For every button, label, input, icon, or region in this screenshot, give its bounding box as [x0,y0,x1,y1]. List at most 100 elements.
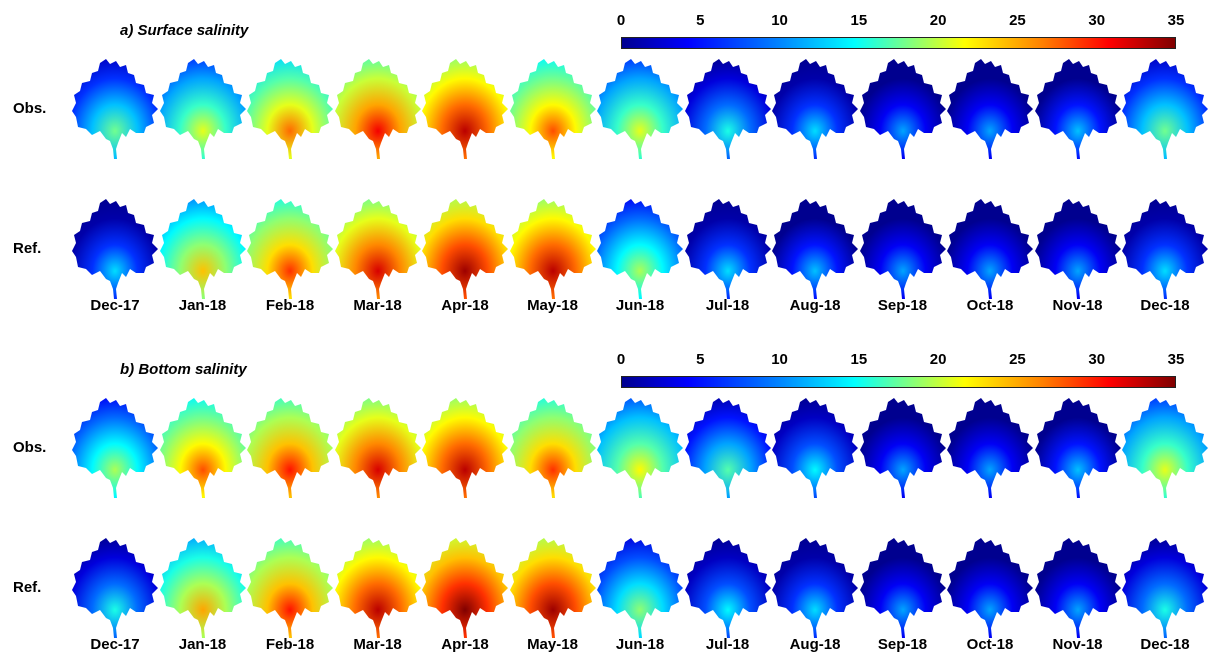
colorbar-tick-label: 5 [696,12,705,29]
row-label-obs: Obs. [13,100,47,117]
salinity-map-surface-ref-jun-18 [597,199,683,299]
panel-title-surface: a) Surface salinity [120,22,249,39]
colorbar-tick-label: 20 [929,351,947,368]
month-label: Dec-17 [90,636,140,653]
salinity-map-surface-ref-apr-18 [422,199,508,299]
salinity-map-bottom-obs-jan-18 [159,398,246,498]
salinity-map-bottom-ref-mar-18 [334,538,421,638]
month-label: Apr-18 [441,297,489,314]
salinity-map-bottom-ref-jan-18 [159,538,246,638]
month-label: Mar-18 [353,636,402,653]
month-label: Jun-18 [615,636,665,653]
month-label: Oct-18 [966,297,1014,314]
colorbar-tick-label: 25 [1009,12,1026,29]
salinity-map-bottom-ref-jul-18 [684,538,771,638]
month-label: Aug-18 [789,297,841,314]
salinity-map-bottom-obs-sep-18 [859,398,946,498]
panel-title-bottom: b) Bottom salinity [120,361,247,378]
salinity-map-surface-obs-dec-17 [72,59,158,159]
salinity-map-bottom-obs-dec-18 [1122,398,1208,498]
salinity-map-bottom-ref-may-18 [509,538,596,638]
salinity-map-surface-ref-jul-18 [684,199,771,299]
salinity-map-bottom-obs-oct-18 [947,398,1033,498]
salinity-map-surface-obs-apr-18 [422,59,508,159]
salinity-map-bottom-ref-feb-18 [247,538,333,638]
salinity-map-bottom-obs-may-18 [509,398,596,498]
month-label: Jul-18 [705,636,750,653]
salinity-map-bottom-obs-mar-18 [334,398,421,498]
colorbar-tick-label: 15 [850,351,868,368]
colorbar-tick-label: 0 [616,351,626,368]
salinity-map-bottom-obs-aug-18 [772,398,858,498]
month-label: Mar-18 [353,297,402,314]
salinity-map-surface-obs-may-18 [509,59,596,159]
salinity-map-bottom-ref-apr-18 [422,538,508,638]
salinity-map-surface-obs-mar-18 [334,59,421,159]
month-label: Apr-18 [441,636,489,653]
salinity-map-bottom-obs-apr-18 [422,398,508,498]
salinity-map-bottom-ref-dec-17 [72,538,158,638]
salinity-map-surface-obs-nov-18 [1034,59,1121,159]
row-label-ref: Ref. [13,240,42,257]
salinity-map-surface-ref-nov-18 [1034,199,1121,299]
colorbar-tick-label: 10 [771,12,788,29]
month-label: Jul-18 [705,297,750,314]
salinity-map-surface-obs-jun-18 [597,59,683,159]
salinity-map-surface-ref-mar-18 [334,199,421,299]
month-label: Dec-18 [1140,297,1190,314]
salinity-map-bottom-ref-sep-18 [859,538,946,638]
month-label: May-18 [527,636,578,653]
colorbar-tick-label: 0 [616,12,626,29]
salinity-map-bottom-ref-aug-18 [772,538,858,638]
salinity-map-bottom-ref-nov-18 [1034,538,1121,638]
salinity-map-bottom-ref-oct-18 [947,538,1033,638]
salinity-map-surface-ref-feb-18 [247,199,333,299]
salinity-map-surface-ref-jan-18 [159,199,246,299]
month-label: Jun-18 [615,297,665,314]
month-label: Sep-18 [877,297,928,314]
salinity-map-bottom-obs-jul-18 [684,398,771,498]
salinity-map-surface-ref-dec-17 [72,199,158,299]
salinity-map-surface-obs-aug-18 [772,59,858,159]
salinity-map-surface-ref-oct-18 [947,199,1033,299]
month-label: Nov-18 [1052,636,1103,653]
month-label: Aug-18 [789,636,841,653]
colorbar-tick-label: 30 [1088,12,1106,29]
colorbar-bottom [621,376,1176,388]
colorbar-surface [621,37,1176,49]
salinity-map-surface-ref-aug-18 [772,199,858,299]
colorbar-tick-label: 10 [771,351,788,368]
month-label: Feb-18 [265,636,315,653]
colorbar-tick-label: 30 [1088,351,1106,368]
colorbar-tick-label: 25 [1009,351,1026,368]
salinity-map-bottom-ref-dec-18 [1122,538,1208,638]
salinity-map-surface-obs-dec-18 [1122,59,1208,159]
month-label: Dec-18 [1140,636,1190,653]
salinity-map-surface-ref-may-18 [509,199,596,299]
month-label: Oct-18 [966,636,1014,653]
colorbar-tick-label: 20 [929,12,947,29]
salinity-map-surface-obs-jul-18 [684,59,771,159]
salinity-map-bottom-ref-jun-18 [597,538,683,638]
salinity-map-surface-obs-oct-18 [947,59,1033,159]
row-label-obs: Obs. [13,439,47,456]
month-label: Nov-18 [1052,297,1103,314]
salinity-map-surface-ref-sep-18 [859,199,946,299]
colorbar-tick-label: 35 [1167,12,1185,29]
salinity-map-surface-obs-feb-18 [247,59,333,159]
salinity-map-bottom-obs-jun-18 [597,398,683,498]
salinity-map-surface-obs-sep-18 [859,59,946,159]
month-label: Feb-18 [265,297,315,314]
colorbar-tick-label: 5 [696,351,705,368]
colorbar-tick-label: 15 [850,12,868,29]
month-label: Jan-18 [178,636,227,653]
row-label-ref: Ref. [13,579,42,596]
salinity-map-bottom-obs-feb-18 [247,398,333,498]
salinity-map-surface-ref-dec-18 [1122,199,1208,299]
month-label: May-18 [527,297,578,314]
month-label: Dec-17 [90,297,140,314]
colorbar-tick-label: 35 [1167,351,1185,368]
salinity-map-surface-obs-jan-18 [159,59,246,159]
month-label: Jan-18 [178,297,227,314]
